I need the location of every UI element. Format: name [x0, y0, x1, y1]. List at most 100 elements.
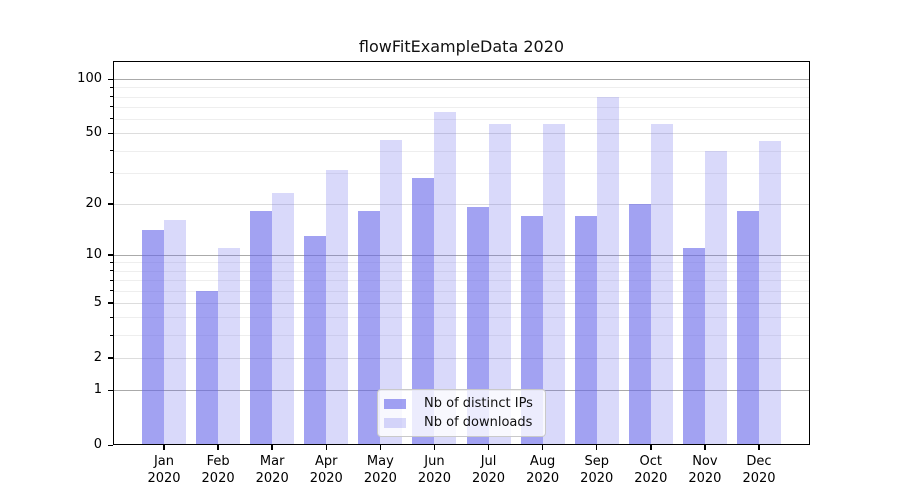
y-minor-tick-mark [110, 106, 113, 108]
gridline-minor [113, 87, 810, 89]
x-tick-mark [758, 445, 760, 450]
y-tick-mark [108, 203, 113, 205]
y-tick-label: 50 [85, 125, 102, 141]
y-tick-label: 20 [85, 195, 102, 211]
bar-downloads-oct [650, 124, 673, 445]
y-tick-mark [108, 302, 113, 304]
bar-ips-jan [142, 230, 164, 445]
bar-ips-mar [250, 211, 273, 445]
x-tick-mark [487, 445, 490, 450]
gridline-minor [113, 96, 810, 98]
bar-ips-apr [304, 235, 327, 445]
x-tick-label: Sep 2020 [580, 454, 614, 486]
bar-downloads-mar [272, 192, 295, 445]
x-tick-label: Apr 2020 [309, 454, 343, 486]
x-tick-label: May 2020 [363, 454, 397, 486]
y-minor-tick-mark [110, 261, 113, 263]
y-minor-tick-mark [110, 86, 113, 88]
x-tick-label: Mar 2020 [255, 454, 289, 486]
y-tick-mark [108, 78, 113, 80]
x-tick-mark [271, 445, 273, 450]
gridline-minor [113, 280, 810, 282]
bar-ips-feb [196, 290, 219, 445]
x-tick-label: Aug 2020 [526, 454, 560, 486]
gridline-minor [113, 262, 810, 264]
bar-downloads-nov [704, 150, 727, 445]
gridline [113, 133, 810, 135]
y-minor-tick-mark [110, 334, 113, 336]
x-tick-mark [541, 445, 544, 450]
y-tick-mark [108, 389, 113, 392]
gridline [113, 302, 810, 304]
x-tick-mark [325, 445, 328, 450]
gridline-minor [113, 335, 810, 337]
y-tick-mark [108, 254, 113, 256]
gridline-minor [113, 290, 810, 292]
gridline-minor [113, 172, 810, 174]
x-tick-mark [163, 445, 165, 450]
bar-ips-oct [628, 203, 651, 445]
chart-title: flowFitExampleData 2020 [358, 37, 565, 56]
x-tick-label: Oct 2020 [634, 454, 668, 486]
y-tick-mark [108, 444, 113, 446]
gridline [113, 203, 810, 205]
x-tick-label: Jun 2020 [417, 454, 451, 486]
legend-item-distinct-ips: Nb of distinct IPs [384, 395, 545, 411]
y-minor-tick-mark [110, 270, 113, 272]
x-tick-label: Nov 2020 [688, 454, 722, 486]
y-tick-label: 10 [85, 246, 102, 262]
x-tick-mark [217, 445, 219, 450]
y-tick-label: 5 [93, 294, 102, 310]
y-minor-tick-mark [110, 150, 113, 151]
x-tick-label: Dec 2020 [742, 454, 776, 486]
bar-ips-dec [736, 211, 759, 445]
bar-downloads-feb [218, 247, 241, 445]
x-tick-mark [379, 445, 382, 450]
x-tick-label: Jan 2020 [147, 454, 181, 486]
y-minor-tick-mark [110, 172, 113, 174]
gridline-minor [113, 317, 810, 319]
y-minor-tick-mark [110, 279, 113, 281]
bar-downloads-aug [542, 124, 565, 445]
y-tick-label: 100 [77, 71, 102, 86]
bar-downloads-apr [326, 170, 349, 445]
gridline-minor [113, 150, 810, 152]
x-tick-label: Feb 2020 [201, 454, 235, 486]
x-tick-mark [595, 445, 598, 450]
x-tick-mark [704, 445, 706, 450]
y-tick-label: 2 [93, 349, 102, 365]
legend-swatch-downloads [384, 417, 406, 428]
y-tick-mark [108, 132, 113, 135]
bar-downloads-jan [164, 220, 186, 445]
legend-item-downloads: Nb of downloads [384, 415, 545, 430]
plot-area [113, 61, 810, 445]
gridline-minor [113, 270, 810, 272]
y-tick-label: 0 [93, 437, 102, 452]
y-tick-mark [108, 357, 113, 359]
bar-ips-aug [520, 215, 543, 445]
bar-downloads-sep [596, 96, 619, 445]
x-tick-mark [650, 445, 652, 450]
legend-swatch-distinct-ips [384, 398, 406, 409]
y-minor-tick-mark [110, 316, 113, 318]
gridline-major [113, 79, 810, 80]
bar-ips-sep [574, 215, 597, 445]
gridline [113, 357, 810, 359]
bar-downloads-dec [758, 141, 781, 445]
bar-downloads-jul [488, 124, 511, 445]
gridline-major [113, 254, 810, 256]
y-minor-tick-mark [110, 290, 113, 292]
y-tick-label: 1 [93, 382, 102, 398]
legend-label-distinct-ips: Nb of distinct IPs [424, 395, 533, 411]
bar-ips-jun [412, 177, 435, 445]
x-tick-label: Jul 2020 [471, 454, 506, 486]
y-minor-tick-mark [110, 96, 113, 97]
legend: Nb of distinct IPs Nb of downloads [377, 389, 546, 437]
gridline-minor [113, 106, 810, 108]
bar-ips-jul [466, 207, 489, 445]
bar-ips-nov [682, 247, 705, 445]
bar-ips-may [358, 211, 381, 445]
bar-downloads-may [380, 139, 403, 445]
bar-downloads-jun [434, 111, 457, 445]
